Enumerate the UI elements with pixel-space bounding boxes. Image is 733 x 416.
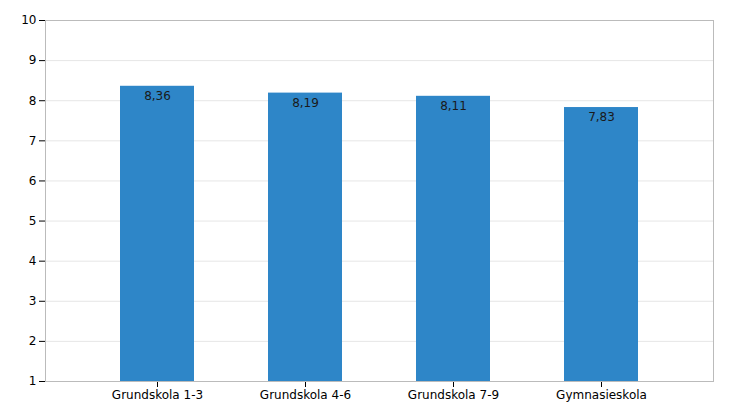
svg-text:1: 1 xyxy=(29,374,37,388)
svg-text:Gymnasieskola: Gymnasieskola xyxy=(556,388,647,402)
svg-text:7,83: 7,83 xyxy=(588,110,615,124)
svg-text:Grundskola 1-3: Grundskola 1-3 xyxy=(112,388,203,402)
svg-text:Grundskola 7-9: Grundskola 7-9 xyxy=(408,388,499,402)
svg-text:8: 8 xyxy=(29,94,37,108)
svg-text:6: 6 xyxy=(29,174,37,188)
svg-text:8,36: 8,36 xyxy=(144,89,171,103)
svg-text:7: 7 xyxy=(29,134,37,148)
svg-text:9: 9 xyxy=(29,53,37,67)
svg-text:8,11: 8,11 xyxy=(440,99,467,113)
svg-text:10: 10 xyxy=(21,13,36,27)
svg-text:3: 3 xyxy=(29,294,37,308)
svg-text:Grundskola 4-6: Grundskola 4-6 xyxy=(260,388,351,402)
svg-text:2: 2 xyxy=(29,334,37,348)
svg-text:5: 5 xyxy=(29,214,37,228)
svg-text:8,19: 8,19 xyxy=(292,96,319,110)
svg-text:4: 4 xyxy=(29,254,37,268)
